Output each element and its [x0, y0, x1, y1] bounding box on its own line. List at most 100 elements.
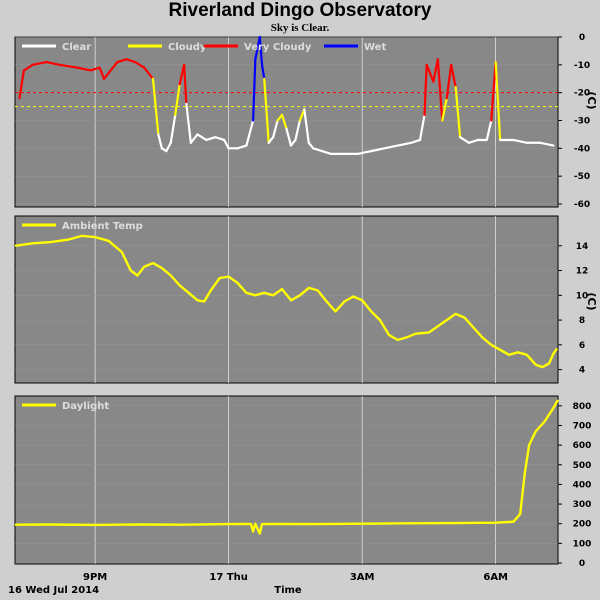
y-tick-label: 6: [579, 341, 585, 351]
sky-temp-segment: [189, 133, 199, 144]
sky-temp-segment: [418, 113, 426, 142]
panel-daylight: [14, 395, 559, 565]
legend-label: Very Cloudy: [244, 42, 312, 53]
legend-label: Clear: [62, 42, 91, 53]
y-tick-label: 800: [573, 402, 592, 412]
legend-label: Wet: [364, 42, 386, 53]
sky-temp-segment: [22, 63, 34, 72]
sky-temp-segment: [236, 144, 248, 150]
sky-temp-segment: [260, 63, 266, 80]
y-tick-label: 12: [576, 267, 589, 277]
sky-temp-segment: [321, 150, 333, 155]
sky-temp-segment: [183, 63, 188, 105]
sky-temp-segment: [280, 113, 288, 130]
sky-temp-segment: [512, 138, 528, 144]
sky-temp-segment: [289, 138, 297, 147]
x-tick-label: 3AM: [350, 572, 375, 583]
y-tick-label: 500: [573, 461, 592, 471]
sky-temp-segment: [423, 63, 428, 117]
y-tick-label: 300: [573, 500, 592, 510]
sky-temp-segment: [267, 136, 275, 144]
sky-temp-segment: [263, 77, 270, 144]
sky-temp-segment: [383, 144, 399, 150]
sky-temp-segment: [18, 69, 26, 100]
sky-temp-segment: [539, 141, 555, 147]
sky-temp-segment: [445, 63, 453, 100]
sky-temp-segment: [98, 66, 106, 80]
sky-temp-segment: [494, 60, 502, 142]
sky-temp-segment: [485, 119, 493, 142]
y-tick-label: -30: [574, 117, 590, 127]
sky-temp-segment: [490, 60, 497, 122]
sky-status: Sky is Clear.: [270, 22, 330, 34]
x-axis-label: Time: [274, 585, 302, 596]
sky-temp-segment: [454, 85, 462, 139]
legend-label: Ambient Temp: [62, 221, 143, 232]
sky-temp-segment: [157, 133, 163, 150]
chart-title: Riverland Dingo Observatory: [168, 0, 432, 21]
sky-temp-segment: [58, 63, 79, 69]
sky-temp-segment: [223, 138, 230, 150]
y-tick-label: 14: [576, 242, 589, 252]
y-tick-label: 0: [579, 33, 585, 43]
date-label: 16 Wed Jul 2014: [8, 585, 99, 596]
sky-temp-segment: [174, 83, 181, 117]
sky-temp-segment: [425, 63, 435, 83]
sky-temp-segment: [450, 63, 457, 89]
sky-temp-segment: [134, 60, 146, 69]
sky-temp-segment: [272, 119, 279, 139]
sky-temp-segment: [436, 58, 444, 122]
panel-ambient-temperature: [14, 215, 559, 384]
legend-label: Daylight: [62, 401, 109, 412]
y-tick-label: 8: [579, 316, 585, 326]
x-tick-label: 17 Thu: [209, 572, 247, 583]
sky-temp-segment: [294, 119, 301, 142]
sky-temp-segment: [396, 141, 413, 147]
sky-temp-segment: [151, 77, 160, 136]
y-tick-label: -10: [574, 61, 590, 71]
sky-temp-segment: [107, 60, 119, 75]
sky-temp-segment: [285, 127, 293, 147]
sky-temp-segment: [369, 147, 386, 153]
sky-temp-segment: [165, 141, 172, 153]
sky-temp-segment: [169, 113, 177, 144]
sky-temp-segment: [441, 97, 448, 122]
sky-temp-segment: [76, 66, 92, 72]
sky-temp-segment: [45, 60, 61, 66]
sky-temp-segment: [185, 102, 192, 144]
y-tick-label: 400: [573, 480, 592, 490]
y-tick-label: 0: [579, 559, 585, 569]
sky-temp-segment: [467, 138, 479, 144]
sky-temp-segment: [89, 66, 101, 72]
sky-temp-segment: [312, 147, 324, 153]
sky-temp-segment: [196, 133, 208, 142]
x-tick-label: 6AM: [483, 572, 508, 583]
y-tick-label: -20: [574, 89, 590, 99]
y-tick-label: -40: [574, 144, 590, 154]
sky-temp-segment: [410, 138, 422, 144]
y-tick-label: -50: [574, 172, 590, 182]
y-tick-label: 200: [573, 520, 592, 530]
sky-temp-segment: [102, 72, 110, 80]
sky-temp-segment: [214, 136, 226, 142]
sky-temp-segment: [303, 108, 310, 144]
panel-sky-temperature: [14, 36, 559, 208]
sky-temp-segment: [31, 60, 48, 66]
y-tick-label: 10: [576, 291, 589, 301]
y-tick-label: 700: [573, 421, 592, 431]
sky-temp-segment: [356, 150, 373, 155]
y-unit-label: (C): [585, 91, 598, 109]
y-tick-label: -60: [574, 200, 590, 210]
ambient-temperature-line: [14, 234, 559, 369]
sky-temp-segment: [252, 58, 257, 122]
legend-label: Cloudy: [168, 42, 207, 53]
daylight-line: [14, 399, 560, 535]
sky-temp-segment: [307, 141, 315, 150]
y-tick-label: 600: [573, 441, 592, 451]
y-unit-label: (C): [585, 292, 598, 310]
sky-temp-segment: [142, 66, 155, 80]
y-tick-label: 100: [573, 539, 592, 549]
sky-temp-segment: [205, 136, 217, 142]
x-tick-label: 9PM: [83, 572, 107, 583]
